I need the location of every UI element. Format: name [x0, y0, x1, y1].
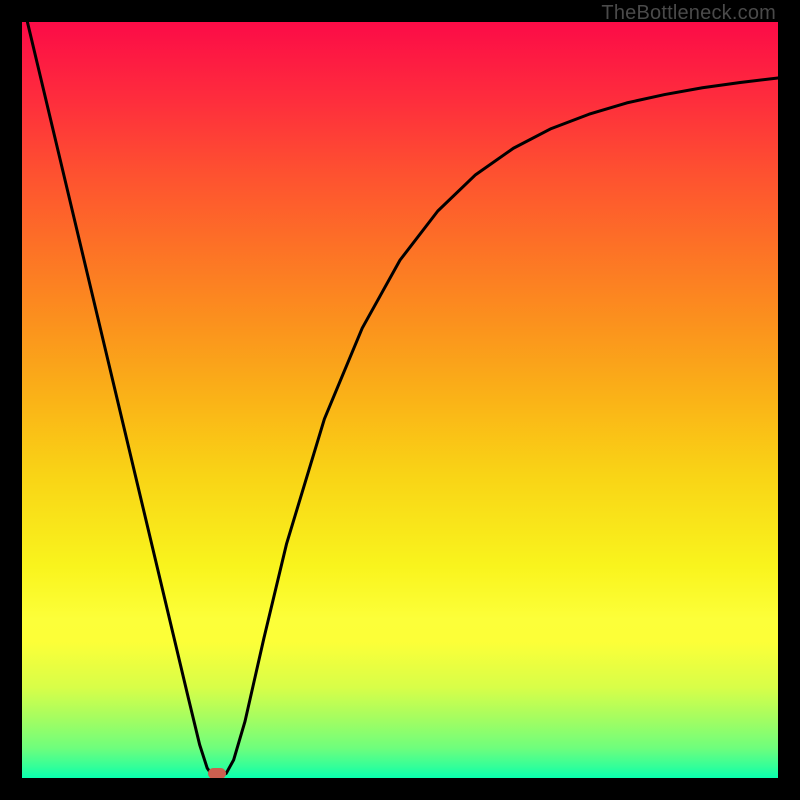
- watermark-text: TheBottleneck.com: [601, 2, 776, 25]
- border-right: [778, 0, 800, 800]
- optimum-marker: [208, 768, 226, 778]
- bottleneck-curve: [22, 22, 778, 778]
- border-bottom: [0, 778, 800, 800]
- border-left: [0, 0, 22, 800]
- plot-area: [22, 22, 778, 778]
